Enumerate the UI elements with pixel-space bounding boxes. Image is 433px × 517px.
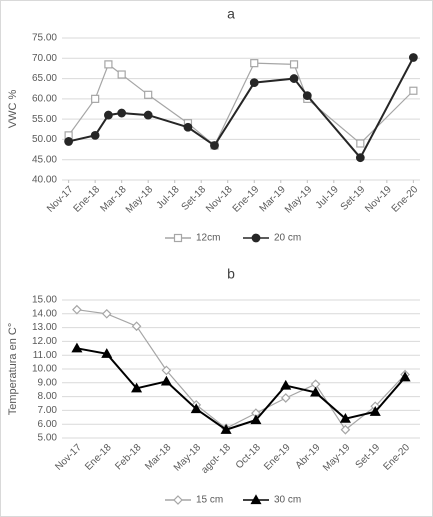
legend-marker	[173, 233, 183, 243]
marker	[369, 406, 381, 416]
marker	[408, 53, 418, 62]
marker	[161, 365, 172, 376]
marker	[71, 342, 83, 353]
y-tick-label: 7.00	[38, 405, 58, 416]
marker	[220, 423, 232, 434]
chart-title: a	[227, 6, 235, 22]
y-tick-label: 9.00	[38, 377, 58, 388]
marker	[289, 74, 299, 83]
marker	[280, 379, 292, 390]
marker	[302, 91, 312, 101]
legend-label: 20 cm	[274, 233, 301, 244]
y-tick-label: 65.00	[32, 73, 57, 84]
marker	[131, 321, 142, 332]
series-line	[76, 309, 406, 431]
marker	[131, 382, 143, 393]
legend-marker	[250, 494, 262, 505]
marker	[355, 153, 365, 163]
legend-marker	[251, 233, 261, 243]
marker	[409, 86, 418, 95]
marker	[310, 386, 322, 397]
y-tick-label: 11.00	[33, 350, 58, 361]
marker	[280, 393, 291, 403]
y-tick-label: 60.00	[32, 93, 57, 104]
marker	[91, 94, 100, 103]
legend-label: 15 cm	[196, 495, 223, 506]
legend-marker	[173, 495, 183, 505]
marker	[117, 70, 126, 79]
marker	[101, 308, 112, 319]
y-tick-label: 40.00	[32, 175, 57, 186]
marker	[64, 137, 74, 146]
marker	[144, 90, 153, 99]
y-tick-label: 15.00	[32, 295, 57, 306]
marker	[117, 108, 127, 118]
marker	[160, 375, 172, 386]
marker	[250, 59, 259, 68]
y-tick-label: 50.00	[32, 134, 57, 145]
y-tick-label: 13.00	[32, 322, 57, 333]
marker	[143, 110, 153, 120]
y-tick-label: 14.00	[32, 308, 57, 319]
marker	[249, 78, 259, 88]
y-axis-label: VWC %	[7, 90, 19, 129]
marker	[250, 414, 262, 425]
marker	[104, 60, 113, 69]
marker	[183, 122, 193, 132]
legend-label: 30 cm	[274, 495, 301, 506]
y-tick-label: 8.00	[38, 391, 58, 402]
marker	[210, 141, 219, 150]
marker	[289, 60, 299, 69]
marker	[190, 403, 202, 414]
y-tick-label: 70.00	[32, 53, 57, 64]
y-tick-label: 75.00	[32, 33, 57, 44]
y-tick-label: 55.00	[32, 114, 57, 125]
y-tick-label: 45.00	[32, 154, 57, 165]
y-tick-label: 5.00	[38, 433, 58, 444]
y-tick-label: 10.00	[32, 364, 57, 375]
y-tick-label: 12.00	[32, 336, 57, 347]
y-axis-label: Temperatura en C°	[7, 323, 19, 415]
chart-title: b	[227, 266, 235, 282]
marker	[399, 371, 411, 382]
marker	[356, 139, 365, 148]
legend-label: 12cm	[196, 233, 220, 244]
y-tick-label: 6.00	[38, 419, 58, 430]
marker	[104, 110, 113, 120]
marker	[90, 130, 100, 140]
marker	[339, 412, 351, 423]
marker	[72, 304, 82, 315]
series-line	[76, 347, 406, 431]
marker	[101, 348, 113, 358]
marker	[340, 424, 351, 435]
